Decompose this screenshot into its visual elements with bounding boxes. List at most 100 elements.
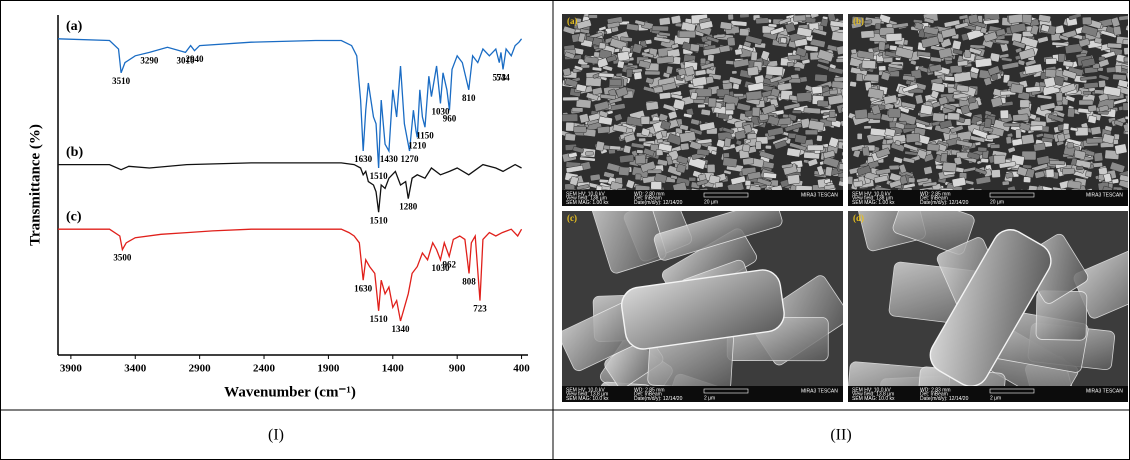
crystal: [838, 181, 844, 187]
sem-date: Date(m/d/y): 12/14/20: [920, 396, 969, 402]
crystal: [584, 57, 598, 64]
crystal: [816, 135, 822, 141]
crystal: [889, 108, 901, 117]
crystal: [690, 44, 700, 52]
peak-label: 1280: [399, 202, 418, 212]
crystal: [1095, 38, 1102, 44]
spectrum-line: [58, 163, 522, 212]
crystal: [1085, 171, 1092, 178]
crystal: [1079, 100, 1093, 105]
crystal: [616, 73, 623, 77]
sem-scale: 2 µm: [990, 395, 1001, 401]
crystal: [565, 133, 576, 141]
crystal: [994, 155, 1006, 164]
crystal: [696, 89, 712, 97]
crystal: [797, 92, 812, 102]
crystal: [927, 144, 940, 152]
crystal: [1084, 82, 1099, 88]
crystal: [690, 92, 697, 100]
crystal: [1030, 125, 1043, 131]
crystal: [698, 104, 706, 108]
crystal: [595, 141, 604, 151]
crystal: [851, 49, 857, 54]
crystal: [572, 107, 583, 112]
crystal: [1094, 152, 1103, 161]
crystal: [586, 77, 602, 86]
crystal: [787, 174, 800, 184]
sem-mag: SEM MAG: 1.00 kx: [852, 200, 895, 206]
crystal: [766, 66, 783, 76]
x-tick-label: 1900: [317, 363, 340, 375]
crystal: [635, 174, 641, 180]
crystal: [727, 37, 735, 46]
crystal: [694, 99, 705, 104]
crystal: [1123, 39, 1130, 45]
x-tick-label: 3900: [60, 363, 83, 375]
crystal: [626, 69, 632, 77]
crystal: [701, 109, 711, 116]
crystal: [707, 164, 715, 172]
crystal: [1063, 129, 1070, 134]
sem-image: SEM HV: 10.0 kVView field: 138 µmSEM MAG…: [561, 12, 859, 215]
crystal: [751, 52, 758, 61]
peak-label: 3290: [140, 55, 159, 65]
crystal: [794, 67, 801, 71]
crystal: [933, 113, 945, 122]
sem-date: Date(m/d/y): 12/14/20: [920, 200, 969, 206]
crystal: [788, 55, 801, 61]
crystal: [728, 14, 734, 20]
peak-label: 1270: [401, 154, 420, 164]
crystal: [850, 81, 857, 87]
x-tick-label: 2900: [189, 363, 212, 375]
crystal: [589, 15, 598, 19]
peak-label: 1210: [408, 140, 427, 150]
crystal: [641, 116, 650, 124]
crystal: [832, 81, 845, 89]
crystal: [984, 118, 992, 128]
crystal: [715, 182, 723, 187]
sem-image: SEM HV: 10.0 kVView field: 138 µmSEM MAG…: [847, 12, 1130, 215]
crystal: [1088, 105, 1097, 112]
crystal: [652, 26, 668, 31]
crystal: [857, 133, 862, 139]
caption: (I): [268, 427, 284, 444]
sem-mag: SEM MAG: 10.0 kx: [852, 396, 895, 402]
crystal: [671, 15, 681, 24]
peak-label: 1510: [370, 215, 389, 225]
crystal: [1054, 106, 1063, 111]
crystal: [1046, 58, 1057, 64]
crystal: [855, 109, 868, 119]
peak-label: 1340: [392, 324, 411, 334]
crystal: [952, 40, 962, 50]
crystal: [1094, 90, 1104, 95]
crystal: [787, 62, 794, 67]
peak-label: 3500: [113, 253, 132, 263]
crystal: [1107, 43, 1121, 48]
peak-label: 723: [473, 304, 487, 314]
peak-label: 1630: [354, 154, 373, 164]
peak-label: 960: [443, 113, 457, 123]
crystal: [765, 145, 771, 149]
x-tick-label: 1400: [382, 363, 405, 375]
crystal: [1063, 61, 1074, 67]
crystal: [780, 37, 787, 43]
crystal: [792, 110, 801, 113]
crystal: [1123, 103, 1130, 111]
crystal: [1002, 181, 1009, 186]
image-label: (d): [853, 213, 864, 223]
crystal: [768, 24, 777, 28]
crystal: [732, 71, 737, 74]
crystal: [1113, 26, 1121, 35]
crystal: [579, 113, 589, 123]
crystal: [804, 107, 821, 114]
crystal: [1115, 144, 1128, 155]
crystal: [735, 49, 743, 56]
crystal: [1124, 47, 1130, 54]
crystal: [742, 158, 753, 166]
crystal: [657, 139, 663, 143]
x-axis-label: Wavenumber (cm⁻¹): [224, 384, 356, 400]
crystal: [941, 153, 948, 162]
peak-label: 1630: [354, 283, 373, 293]
crystal: [723, 153, 729, 158]
crystal: [829, 111, 835, 117]
